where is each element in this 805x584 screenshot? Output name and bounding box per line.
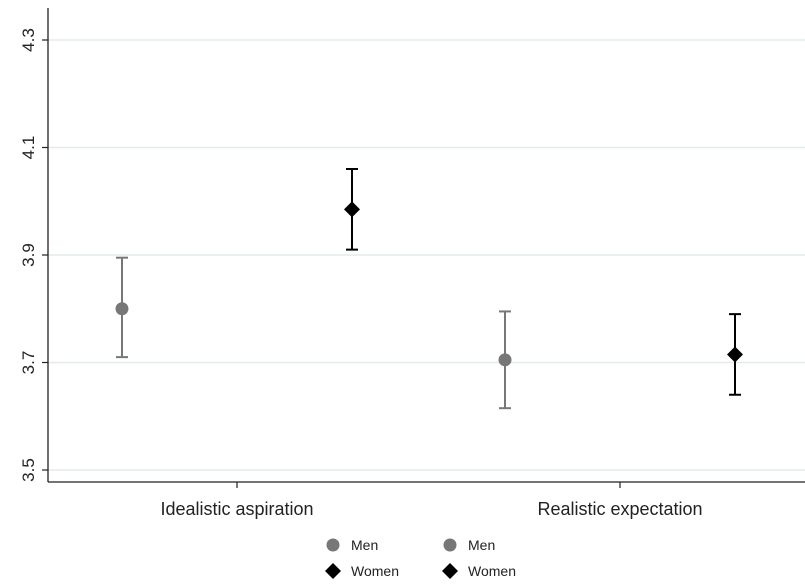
legend-label: Women — [351, 563, 399, 579]
axes — [47, 8, 805, 483]
data-marks — [115, 168, 743, 410]
legend-marker — [326, 538, 340, 552]
y-tick-label: 4.1 — [19, 136, 38, 160]
women-idealistic-point — [344, 201, 360, 218]
y-tick-label: 3.9 — [19, 243, 38, 267]
legend-marker — [325, 563, 341, 579]
y-tick-label: 3.7 — [19, 351, 38, 375]
x-categories: Idealistic aspiration Realistic expectati… — [160, 482, 703, 519]
legend-label: Men — [351, 537, 378, 553]
women-realistic-point — [727, 346, 743, 363]
x-category-label: Realistic expectation — [537, 499, 702, 519]
x-category-label: Idealistic aspiration — [160, 499, 313, 519]
legend-marker — [443, 538, 457, 552]
legend: Men Men Women Women — [325, 537, 516, 579]
legend-marker — [442, 563, 458, 579]
y-ticks: 3.5 3.7 3.9 4.1 4.3 — [19, 28, 48, 482]
legend-label: Men — [468, 537, 495, 553]
y-tick-label: 4.3 — [19, 28, 38, 52]
men-realistic-point — [498, 353, 512, 367]
legend-label: Women — [468, 563, 516, 579]
grid-lines — [48, 39, 805, 471]
men-idealistic-point — [115, 302, 129, 316]
y-tick-label: 3.5 — [19, 458, 38, 482]
